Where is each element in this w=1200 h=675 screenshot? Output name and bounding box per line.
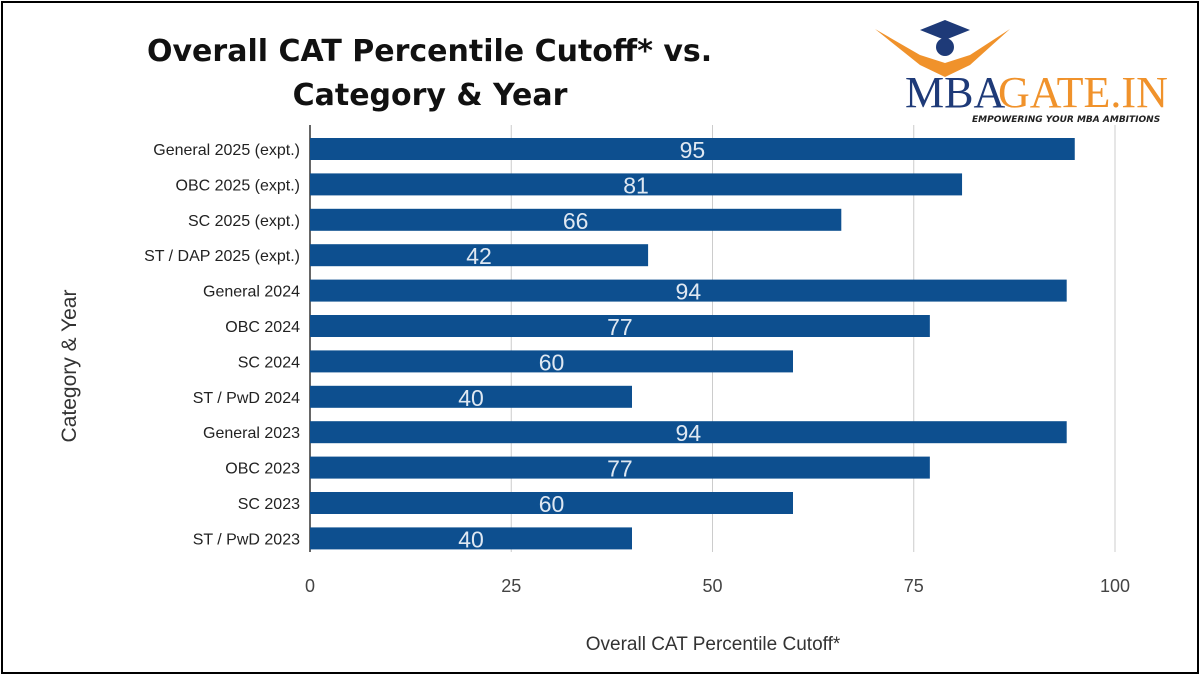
- bar: [310, 208, 842, 231]
- x-tick-label: 100: [1100, 576, 1130, 596]
- chart-title-line2: Category & Year: [292, 78, 568, 113]
- y-tick-label: General 2025 (expt.): [153, 142, 300, 159]
- y-tick-label: General 2023: [203, 425, 300, 442]
- bar: [310, 244, 649, 267]
- data-label: 40: [458, 385, 484, 411]
- x-tick-label: 0: [305, 576, 315, 596]
- x-tick-label: 50: [702, 576, 722, 596]
- y-axis-label: Category & Year: [58, 289, 81, 443]
- y-tick-label: ST / PwD 2024: [193, 390, 300, 407]
- x-tick-label: 25: [501, 576, 521, 596]
- y-tick-label: General 2024: [203, 284, 300, 301]
- bar: [310, 421, 1067, 444]
- data-label: 40: [458, 526, 484, 552]
- logo-swoosh-icon: [875, 29, 1010, 77]
- chart-title-line1: Overall CAT Percentile Cutoff* vs.: [147, 34, 713, 69]
- svg-text:EMPOWERING YOUR MBA AMBITIONS: EMPOWERING YOUR MBA AMBITIONS: [972, 115, 1160, 125]
- bar: [310, 385, 632, 408]
- data-label: 94: [676, 420, 702, 446]
- data-label: 95: [680, 137, 706, 163]
- bar: [310, 527, 632, 550]
- data-label: 77: [607, 314, 633, 340]
- bar: [310, 138, 1075, 160]
- y-tick-label: SC 2024: [238, 354, 300, 371]
- y-tick-label: ST / DAP 2025 (expt.): [144, 248, 300, 265]
- svg-text:MBA: MBA: [905, 68, 1005, 117]
- data-label: 60: [539, 349, 565, 375]
- bar: [310, 456, 930, 479]
- data-label: 81: [623, 172, 649, 198]
- data-label: 42: [466, 243, 492, 269]
- bar: [310, 315, 930, 337]
- bar: [310, 279, 1067, 302]
- y-tick-label: SC 2023: [238, 496, 300, 513]
- y-tick-label: OBC 2023: [225, 461, 300, 478]
- y-tick-label: ST / PwD 2023: [193, 531, 300, 548]
- graduation-cap-icon: [920, 20, 970, 40]
- mbagate-logo: MBA GATE.IN EMPOWERING YOUR MBA AMBITION…: [875, 20, 1168, 125]
- y-tick-label: SC 2025 (expt.): [188, 213, 300, 230]
- data-label: 94: [676, 279, 702, 305]
- svg-text:GATE.IN: GATE.IN: [998, 68, 1168, 117]
- bar: [310, 173, 963, 196]
- data-label: 60: [539, 491, 565, 517]
- chart-title: Overall CAT Percentile Cutoff* vs. Categ…: [100, 30, 760, 118]
- data-label: 66: [563, 208, 589, 234]
- y-tick-label: OBC 2025 (expt.): [176, 177, 301, 194]
- x-axis-label: Overall CAT Percentile Cutoff*: [585, 634, 841, 655]
- data-label: 77: [607, 456, 633, 482]
- x-tick-label: 75: [904, 576, 924, 596]
- bar: [310, 492, 793, 514]
- y-tick-label: OBC 2024: [225, 319, 300, 336]
- bar: [310, 350, 793, 373]
